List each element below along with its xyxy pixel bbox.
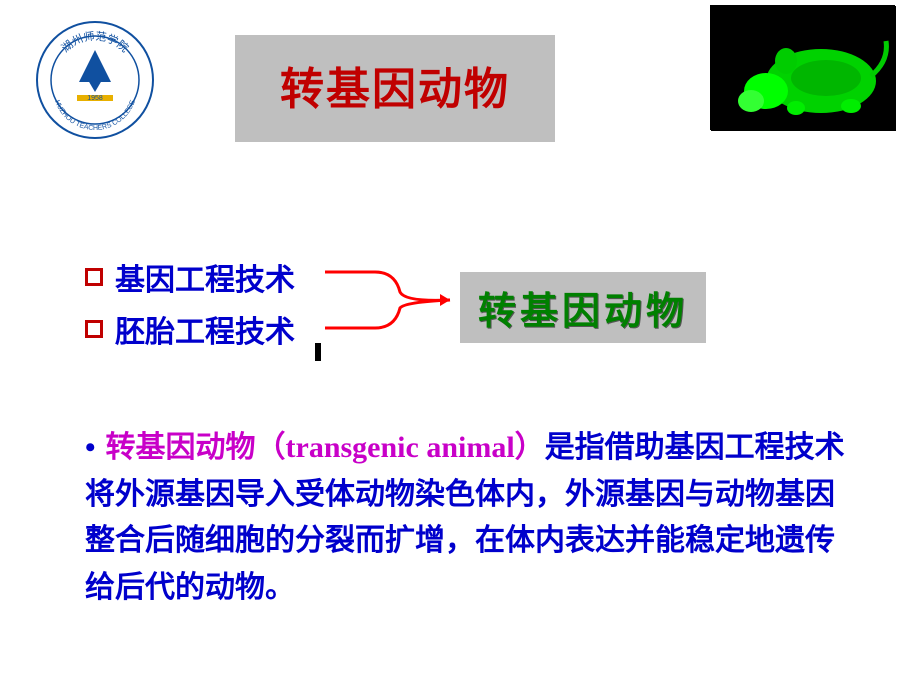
list-item-label: 胚胎工程技术 [115, 307, 295, 351]
square-bullet-icon [85, 268, 103, 286]
slide-title: 转基因动物 [280, 65, 510, 114]
list-item: 基因工程技术 [85, 255, 295, 299]
gfp-mouse-image [710, 5, 895, 130]
bracket-connector [320, 250, 460, 350]
slide-title-box: 转基因动物 [235, 35, 555, 142]
college-logo: 湖州师范学院 HUZHOU TEACHERS COLLEGE 1958 [35, 20, 155, 140]
text-cursor-icon [315, 343, 321, 361]
definition-term: 转基因动物（transgenic animal） [106, 431, 545, 464]
definition-paragraph: •转基因动物（transgenic animal）是指借助基因工程技术将外源基因… [85, 425, 855, 611]
technology-list: 基因工程技术 胚胎工程技术 [85, 255, 295, 359]
bullet-dot-icon: • [85, 431, 96, 464]
result-label: 转基因动物 [478, 291, 688, 333]
list-item: 胚胎工程技术 [85, 307, 295, 351]
list-item-label: 基因工程技术 [115, 255, 295, 299]
square-bullet-icon [85, 320, 103, 338]
logo-year: 1958 [87, 95, 103, 102]
result-box: 转基因动物 [460, 272, 706, 343]
